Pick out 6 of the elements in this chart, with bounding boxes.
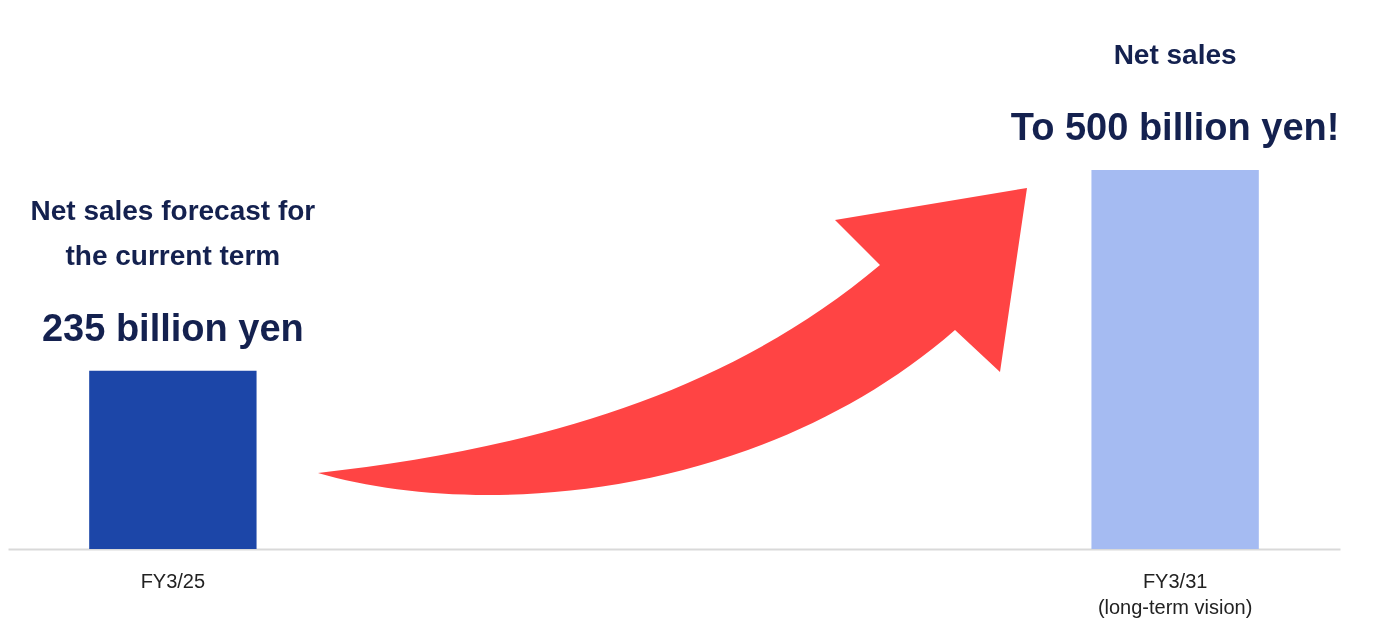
text: Net sales	[1113, 39, 1237, 70]
x-tick-label: FY3/25	[140, 569, 206, 592]
data-label: 235 billion yen	[41, 306, 304, 349]
x-tick-label: FY3/31 (long-term vision)	[1097, 569, 1253, 618]
data-label: To 500 billion yen!	[1010, 106, 1340, 148]
annotation: Net sales forecast for the current term	[30, 194, 316, 271]
